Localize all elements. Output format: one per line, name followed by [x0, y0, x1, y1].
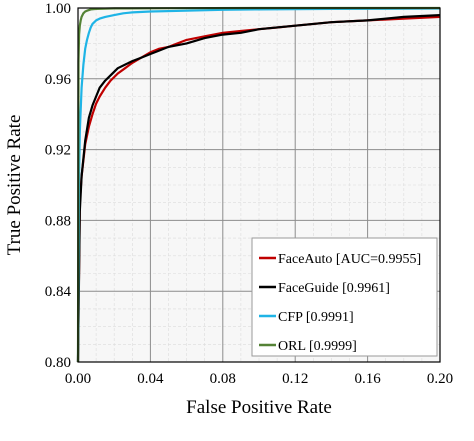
y-tick-label: 0.88	[45, 213, 71, 229]
legend-box	[251, 237, 438, 357]
legend: FaceAuto [AUC=0.9955] FaceGuide [0.9961] C…	[251, 237, 438, 357]
y-tick-label: 0.96	[45, 72, 72, 88]
plot-frame	[77, 7, 441, 363]
x-tick-label: 0.20	[427, 371, 453, 387]
x-tick-label: 0.00	[65, 371, 91, 387]
y-tick-label: 1.00	[45, 1, 71, 17]
y-tick-label: 0.92	[45, 143, 71, 159]
legend-label: ORL [0.9999]	[278, 339, 357, 354]
series-line	[76, 7, 441, 363]
x-tick-label: 0.12	[282, 371, 308, 387]
x-tick-labels: 0.00 0.04 0.08 0.12 0.16 0.20	[65, 371, 453, 387]
legend-label: CFP [0.9991]	[278, 310, 354, 325]
y-tick-labels: 0.80 0.84 0.88 0.92 0.96 1.00	[45, 1, 72, 371]
series-line	[76, 14, 441, 363]
legend-label: FaceGuide [0.9961]	[278, 281, 390, 296]
x-axis-title: False Positive Rate	[186, 397, 332, 418]
y-axis-title: True Positive Rate	[4, 115, 25, 256]
x-tick-label: 0.04	[137, 371, 164, 387]
legend-label: FaceAuto [AUC=0.9955]	[278, 252, 421, 267]
y-tick-label: 0.80	[45, 355, 71, 371]
x-tick-label: 0.16	[354, 371, 381, 387]
y-tick-label: 0.84	[45, 284, 72, 300]
series-layer	[76, 6, 441, 363]
x-tick-label: 0.08	[210, 371, 236, 387]
